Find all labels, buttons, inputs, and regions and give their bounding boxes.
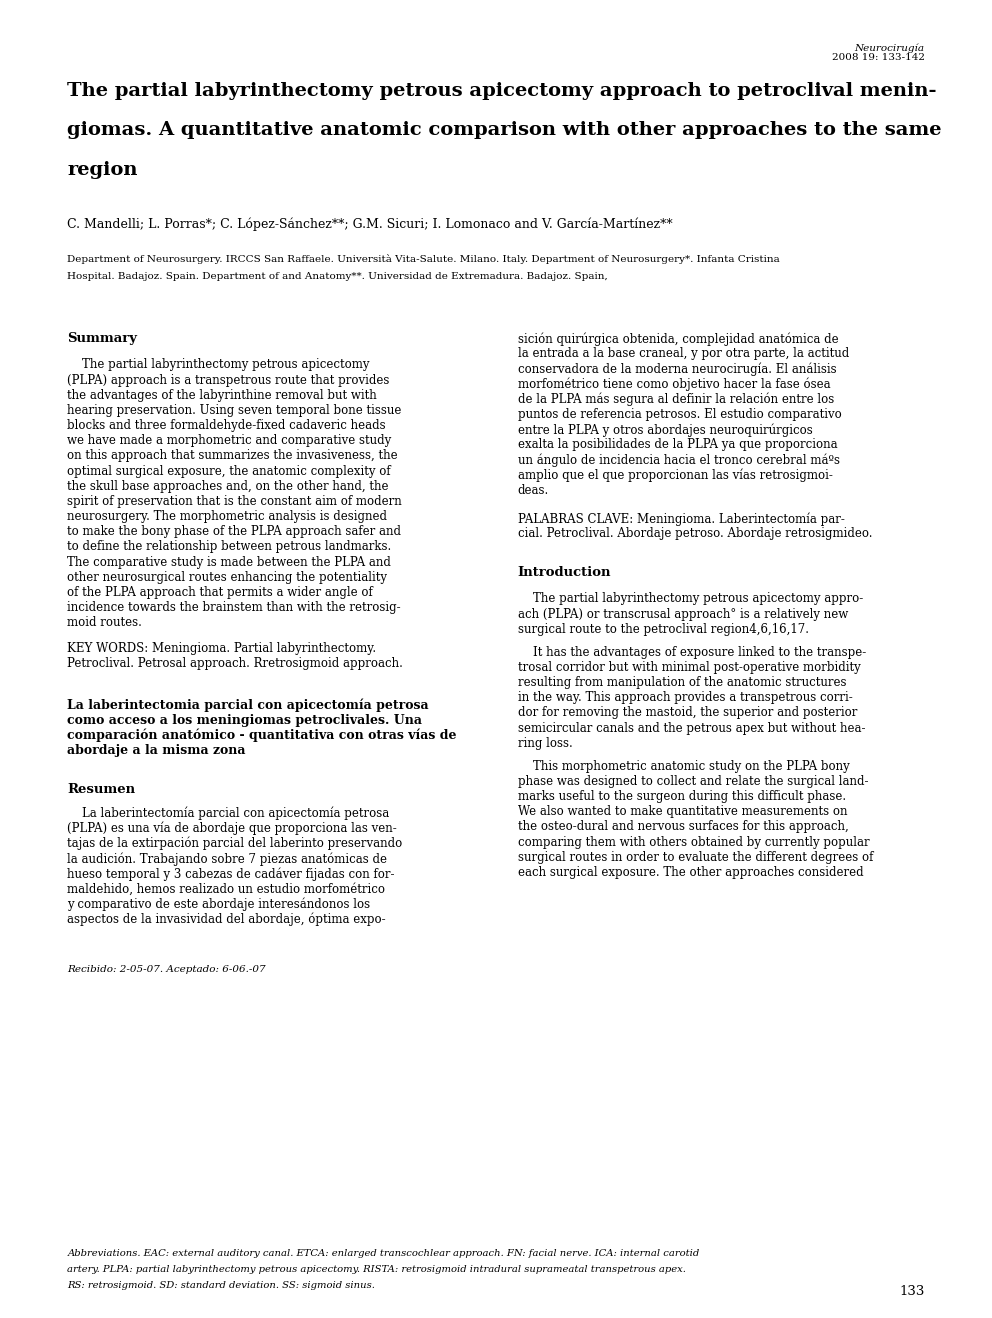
Text: puntos de referencia petrosos. El estudio comparativo: puntos de referencia petrosos. El estudi… (518, 407, 841, 420)
Text: hearing preservation. Using seven temporal bone tissue: hearing preservation. Using seven tempor… (67, 403, 402, 416)
Text: the skull base approaches and, on the other hand, the: the skull base approaches and, on the ot… (67, 480, 389, 493)
Text: in the way. This approach provides a transpetrous corri-: in the way. This approach provides a tra… (518, 691, 852, 704)
Text: we have made a morphometric and comparative study: we have made a morphometric and comparat… (67, 434, 392, 447)
Text: of the PLPA approach that permits a wider angle of: of the PLPA approach that permits a wide… (67, 585, 373, 598)
Text: The comparative study is made between the PLPA and: The comparative study is made between th… (67, 555, 391, 568)
Text: sición quirúrgica obtenida, complejidad anatómica de: sición quirúrgica obtenida, complejidad … (518, 332, 838, 345)
Text: spirit of preservation that is the constant aim of modern: spirit of preservation that is the const… (67, 494, 402, 507)
Text: The partial labyrinthectomy petrous apicectomy: The partial labyrinthectomy petrous apic… (67, 358, 370, 372)
Text: abordaje a la misma zona: abordaje a la misma zona (67, 743, 246, 757)
Text: de la PLPA más segura al definir la relación entre los: de la PLPA más segura al definir la rela… (518, 393, 834, 406)
Text: incidence towards the brainstem than with the retrosig-: incidence towards the brainstem than wit… (67, 601, 401, 614)
Text: phase was designed to collect and relate the surgical land-: phase was designed to collect and relate… (518, 775, 868, 788)
Text: entre la PLPA y otros abordajes neuroquirúrgicos: entre la PLPA y otros abordajes neuroqui… (518, 423, 812, 436)
Text: maldehido, hemos realizado un estudio morfométrico: maldehido, hemos realizado un estudio mo… (67, 882, 386, 895)
Text: 2008 19: 133-142: 2008 19: 133-142 (831, 53, 925, 62)
Text: resulting from manipulation of the anatomic structures: resulting from manipulation of the anato… (518, 676, 846, 689)
Text: The partial labyrinthectomy petrous apicectomy appro-: The partial labyrinthectomy petrous apic… (518, 592, 863, 605)
Text: trosal corridor but with minimal post-operative morbidity: trosal corridor but with minimal post-op… (518, 660, 861, 673)
Text: marks useful to the surgeon during this difficult phase.: marks useful to the surgeon during this … (518, 789, 846, 803)
Text: to define the relationship between petrous landmarks.: to define the relationship between petro… (67, 540, 392, 554)
Text: giomas. A quantitative anatomic comparison with other approaches to the same: giomas. A quantitative anatomic comparis… (67, 121, 942, 140)
Text: dor for removing the mastoid, the superior and posterior: dor for removing the mastoid, the superi… (518, 706, 857, 720)
Text: comparing them with others obtained by currently popular: comparing them with others obtained by c… (518, 836, 869, 849)
Text: la entrada a la base craneal, y por otra parte, la actitud: la entrada a la base craneal, y por otra… (518, 348, 849, 360)
Text: PALABRAS CLAVE: Meningioma. Laberintectomía par-: PALABRAS CLAVE: Meningioma. Laberintecto… (518, 511, 845, 526)
Text: La laberintectomia parcial con apicectomía petrosa: La laberintectomia parcial con apicectom… (67, 699, 430, 712)
Text: This morphometric anatomic study on the PLPA bony: This morphometric anatomic study on the … (518, 759, 849, 772)
Text: (PLPA) es una vía de abordaje que proporciona las ven-: (PLPA) es una vía de abordaje que propor… (67, 821, 397, 836)
Text: Resumen: Resumen (67, 783, 136, 796)
Text: comparación anatómico - quantitativa con otras vías de: comparación anatómico - quantitativa con… (67, 729, 457, 742)
Text: La laberintectomía parcial con apicectomía petrosa: La laberintectomía parcial con apicectom… (67, 807, 390, 820)
Text: each surgical exposure. The other approaches considered: each surgical exposure. The other approa… (518, 866, 863, 879)
Text: moid routes.: moid routes. (67, 616, 142, 629)
Text: y comparativo de este abordaje interesándonos los: y comparativo de este abordaje interesán… (67, 898, 371, 911)
Text: optimal surgical exposure, the anatomic complexity of: optimal surgical exposure, the anatomic … (67, 464, 391, 477)
Text: hueso temporal y 3 cabezas de cadáver fijadas con for-: hueso temporal y 3 cabezas de cadáver fi… (67, 867, 395, 880)
Text: C. Mandelli; L. Porras*; C. López-Sánchez**; G.M. Sicuri; I. Lomonaco and V. Gar: C. Mandelli; L. Porras*; C. López-Sánche… (67, 217, 674, 231)
Text: morfométrico tiene como objetivo hacer la fase ósea: morfométrico tiene como objetivo hacer l… (518, 377, 830, 391)
Text: deas.: deas. (518, 484, 550, 497)
Text: exalta la posibilidades de la PLPA ya que proporciona: exalta la posibilidades de la PLPA ya qu… (518, 438, 837, 451)
Text: We also wanted to make quantitative measurements on: We also wanted to make quantitative meas… (518, 805, 847, 818)
Text: Introduction: Introduction (518, 565, 611, 579)
Text: tajas de la extirpación parcial del laberinto preservando: tajas de la extirpación parcial del labe… (67, 837, 403, 850)
Text: semicircular canals and the petrous apex but without hea-: semicircular canals and the petrous apex… (518, 721, 865, 734)
Text: surgical route to the petroclival region4,6,16,17.: surgical route to the petroclival region… (518, 622, 808, 635)
Text: Neurocirugía: Neurocirugía (854, 43, 925, 53)
Text: KEY WORDS: Meningioma. Partial labyrinthectomy.: KEY WORDS: Meningioma. Partial labyrinth… (67, 642, 377, 655)
Text: aspectos de la invasividad del abordaje, óptima expo-: aspectos de la invasividad del abordaje,… (67, 912, 386, 927)
Text: Abbreviations. EAC: external auditory canal. ETCA: enlarged transcochlear approa: Abbreviations. EAC: external auditory ca… (67, 1249, 699, 1259)
Text: on this approach that summarizes the invasiveness, the: on this approach that summarizes the inv… (67, 449, 398, 463)
Text: the advantages of the labyrinthine removal but with: the advantages of the labyrinthine remov… (67, 389, 377, 402)
Text: como acceso a los meningiomas petroclivales. Una: como acceso a los meningiomas petrocliva… (67, 713, 423, 726)
Text: amplio que el que proporcionan las vías retrosigmoi-: amplio que el que proporcionan las vías … (518, 468, 832, 482)
Text: conservadora de la moderna neurocirugía. El análisis: conservadora de la moderna neurocirugía.… (518, 362, 836, 376)
Text: (PLPA) approach is a transpetrous route that provides: (PLPA) approach is a transpetrous route … (67, 374, 390, 386)
Text: The partial labyrinthectomy petrous apicectomy approach to petroclival menin-: The partial labyrinthectomy petrous apic… (67, 82, 937, 100)
Text: the osteo-dural and nervous surfaces for this approach,: the osteo-dural and nervous surfaces for… (518, 820, 848, 833)
Text: un ángulo de incidencia hacia el tronco cerebral máºs: un ángulo de incidencia hacia el tronco … (518, 453, 840, 467)
Text: to make the bony phase of the PLPA approach safer and: to make the bony phase of the PLPA appro… (67, 525, 402, 538)
Text: 133: 133 (899, 1285, 925, 1298)
Text: Petroclival. Petrosal approach. Rretrosigmoid approach.: Petroclival. Petrosal approach. Rretrosi… (67, 656, 404, 670)
Text: cial. Petroclival. Abordaje petroso. Abordaje retrosigmideo.: cial. Petroclival. Abordaje petroso. Abo… (518, 527, 872, 540)
Text: Summary: Summary (67, 332, 138, 345)
Text: ach (PLPA) or transcrusal approach° is a relatively new: ach (PLPA) or transcrusal approach° is a… (518, 608, 848, 621)
Text: artery. PLPA: partial labyrinthectomy petrous apicectomy. RISTA: retrosigmoid in: artery. PLPA: partial labyrinthectomy pe… (67, 1265, 686, 1275)
Text: It has the advantages of exposure linked to the transpe-: It has the advantages of exposure linked… (518, 646, 866, 659)
Text: region: region (67, 161, 138, 179)
Text: blocks and three formaldehyde-fixed cadaveric heads: blocks and three formaldehyde-fixed cada… (67, 419, 386, 432)
Text: la audición. Trabajando sobre 7 piezas anatómicas de: la audición. Trabajando sobre 7 piezas a… (67, 851, 388, 866)
Text: ring loss.: ring loss. (518, 737, 572, 750)
Text: surgical routes in order to evaluate the different degrees of: surgical routes in order to evaluate the… (518, 850, 873, 863)
Text: Hospital. Badajoz. Spain. Department of and Anatomy**. Universidad de Extremadur: Hospital. Badajoz. Spain. Department of … (67, 272, 608, 281)
Text: Department of Neurosurgery. IRCCS San Raffaele. Università Vita-Salute. Milano. : Department of Neurosurgery. IRCCS San Ra… (67, 254, 780, 264)
Text: Recibido: 2-05-07. Aceptado: 6-06.-07: Recibido: 2-05-07. Aceptado: 6-06.-07 (67, 965, 266, 974)
Text: RS: retrosigmoid. SD: standard deviation. SS: sigmoid sinus.: RS: retrosigmoid. SD: standard deviation… (67, 1281, 375, 1290)
Text: neurosurgery. The morphometric analysis is designed: neurosurgery. The morphometric analysis … (67, 510, 388, 523)
Text: other neurosurgical routes enhancing the potentiality: other neurosurgical routes enhancing the… (67, 571, 388, 584)
